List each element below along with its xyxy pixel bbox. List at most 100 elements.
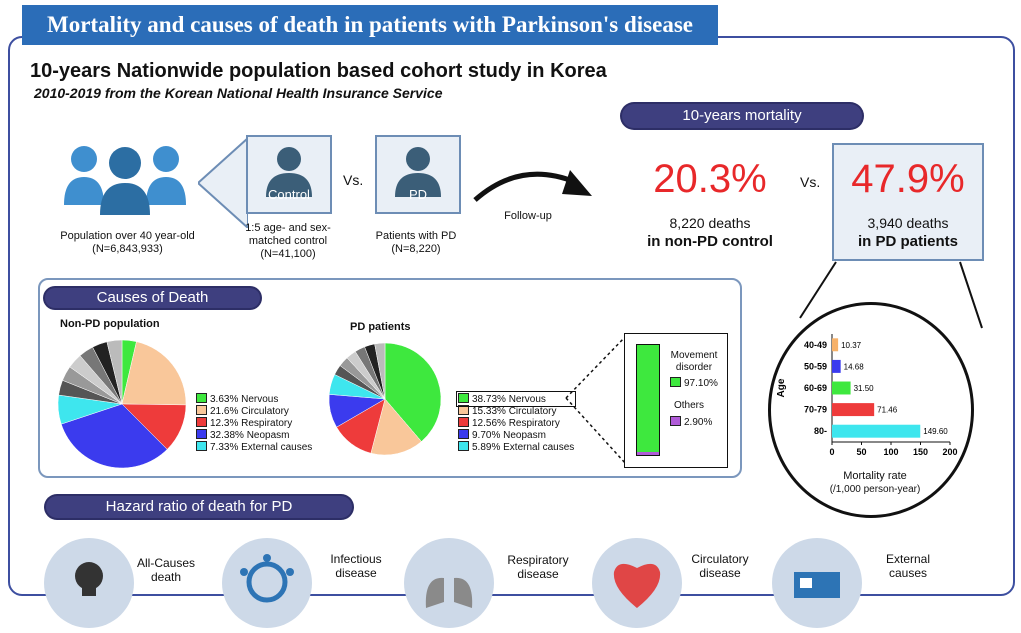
population-n: (N=6,843,933)	[92, 243, 163, 255]
legend-swatch	[670, 377, 681, 387]
cohort-vs: Vs.	[343, 172, 364, 188]
pd-mortality-box	[832, 143, 984, 261]
pd-legend-item-highlight: 38.73% Nervous	[455, 391, 577, 407]
legend-swatch	[196, 393, 207, 403]
legend-text: 15.33% Circulatory	[472, 406, 557, 417]
pd-box-label: PD	[408, 187, 428, 202]
pd-description: Patients with PD (N=8,220)	[368, 230, 464, 256]
pie-slice	[60, 403, 168, 469]
virus-icon	[222, 538, 312, 628]
hazard-header: Hazard ratio of death for PD	[46, 496, 352, 518]
causes-header: Causes of Death	[45, 288, 260, 308]
value-label: 10.37	[841, 341, 862, 350]
mortality-header: 10-years mortality	[622, 104, 862, 128]
nonpd-pie	[52, 338, 192, 470]
stacked-bar	[636, 344, 660, 456]
legend-swatch	[458, 405, 469, 415]
population-icon	[60, 135, 190, 225]
bar	[832, 424, 921, 438]
breakdown-connector	[560, 330, 630, 470]
bar	[832, 403, 875, 417]
nonpd-legend-item: 3.63% Nervous	[196, 393, 312, 405]
title-banner: Mortality and causes of death in patient…	[22, 5, 718, 45]
category-label: 80-	[814, 426, 827, 436]
followup-label: Follow-up	[504, 210, 552, 222]
legend-swatch	[458, 393, 469, 403]
legend-swatch	[196, 405, 207, 415]
nonpd-legend-item: 21.6% Circulatory	[196, 405, 312, 417]
value-label: 14.68	[844, 362, 865, 371]
control-mortality-pct: 20.3%	[653, 157, 767, 201]
control-box: Control	[246, 135, 332, 214]
others-pct: 2.90%	[684, 417, 713, 428]
others-legend: 2.90%	[670, 416, 712, 428]
legend-text: 3.63% Nervous	[210, 394, 279, 405]
mortality-vs: Vs.	[800, 174, 821, 190]
legend-text: 7.33% External causes	[210, 442, 313, 453]
pd-group-label: in PD patients	[857, 233, 958, 250]
pd-legend-item: 15.33% Circulatory	[458, 405, 574, 417]
age-mortality-chart: Age 40-49 10.37 50-59 14.68 60-69 31.50 70-79 71…	[776, 330, 976, 490]
control-deaths: 8,220 deaths	[669, 215, 751, 231]
nonpd-legend-item: 7.33% External causes	[196, 441, 312, 453]
x-tick-label: 150	[913, 447, 928, 457]
legend-swatch	[196, 441, 207, 451]
pd-person-icon	[395, 147, 441, 197]
nonpd-legend: 3.63% Nervous 21.6% Circulatory 12.3% Re…	[196, 393, 312, 453]
legend-text: 32.38% Neopasm	[210, 430, 290, 441]
pie-slice	[106, 339, 123, 405]
x-tick-label: 50	[856, 447, 866, 457]
causes-panel	[38, 278, 742, 478]
pd-mortality-pct: 47.9%	[851, 157, 965, 201]
legend-swatch	[458, 429, 469, 439]
legend-text: 21.6% Circulatory	[210, 406, 289, 417]
pd-legend: 38.73% Nervous 15.33% Circulatory 12.56%…	[455, 391, 577, 453]
nonpd-legend-item: 12.3% Respiratory	[196, 417, 312, 429]
control-person-icon	[266, 147, 312, 197]
category-label: 70-79	[804, 405, 827, 415]
zoom-callout	[196, 135, 249, 231]
control-desc-text: 1:5 age- and sex-matched control	[245, 222, 331, 247]
bar	[832, 381, 851, 395]
movement-label: Movement disorder	[670, 350, 718, 373]
control-box-label: Control	[268, 187, 310, 202]
magnifier-lines	[760, 258, 1020, 518]
category-label: 60-69	[804, 383, 827, 393]
study-subtitle: 2010-2019 from the Korean National Healt…	[34, 85, 443, 101]
value-label: 31.50	[854, 384, 875, 393]
pd-legend-item: 9.70% Neopasm	[458, 429, 574, 441]
pie-slice	[121, 341, 187, 406]
bar-chart-xlabel-sub: (/1,000 person-year)	[829, 484, 921, 495]
bar	[832, 359, 841, 373]
stacked-bar-others	[637, 451, 659, 455]
lungs-icon	[404, 538, 494, 628]
x-tick-label: 0	[829, 447, 834, 457]
movement-pct: 97.10%	[684, 378, 718, 389]
control-description: 1:5 age- and sex-matched control (N=41,1…	[238, 222, 338, 261]
pie-slice	[374, 342, 386, 400]
pd-deaths: 3,940 deaths	[867, 215, 949, 231]
bar	[832, 338, 839, 352]
skull-icon	[44, 538, 134, 628]
movement-legend: 97.10%	[670, 377, 718, 389]
y-axis-label: Age	[776, 378, 787, 397]
value-label: 149.60	[923, 427, 948, 436]
study-title: 10-years Nationwide population based coh…	[30, 60, 607, 82]
population-label-text: Population over 40 year-old	[60, 230, 195, 242]
legend-swatch	[458, 441, 469, 451]
ambulance-icon	[772, 538, 862, 628]
pd-legend-item: 12.56% Respiratory	[458, 417, 574, 429]
nonpd-title: Non-PD population	[60, 318, 160, 330]
pd-desc-text: Patients with PD	[375, 230, 457, 242]
bar-chart-xlabel: Mortality rate	[843, 470, 907, 482]
legend-text: 5.89% External causes	[472, 442, 575, 453]
legend-swatch	[458, 417, 469, 427]
legend-swatch	[670, 416, 681, 426]
nonpd-legend-item: 32.38% Neopasm	[196, 429, 312, 441]
hazard-label-external: External causes	[885, 552, 931, 580]
legend-swatch	[196, 417, 207, 427]
heart-icon	[592, 538, 682, 628]
pd-pie	[325, 340, 445, 458]
control-n: (N=41,100)	[260, 248, 316, 260]
bar-chart-svg: Age 40-49 10.37 50-59 14.68 60-69 31.50 70-79 71…	[776, 334, 958, 457]
